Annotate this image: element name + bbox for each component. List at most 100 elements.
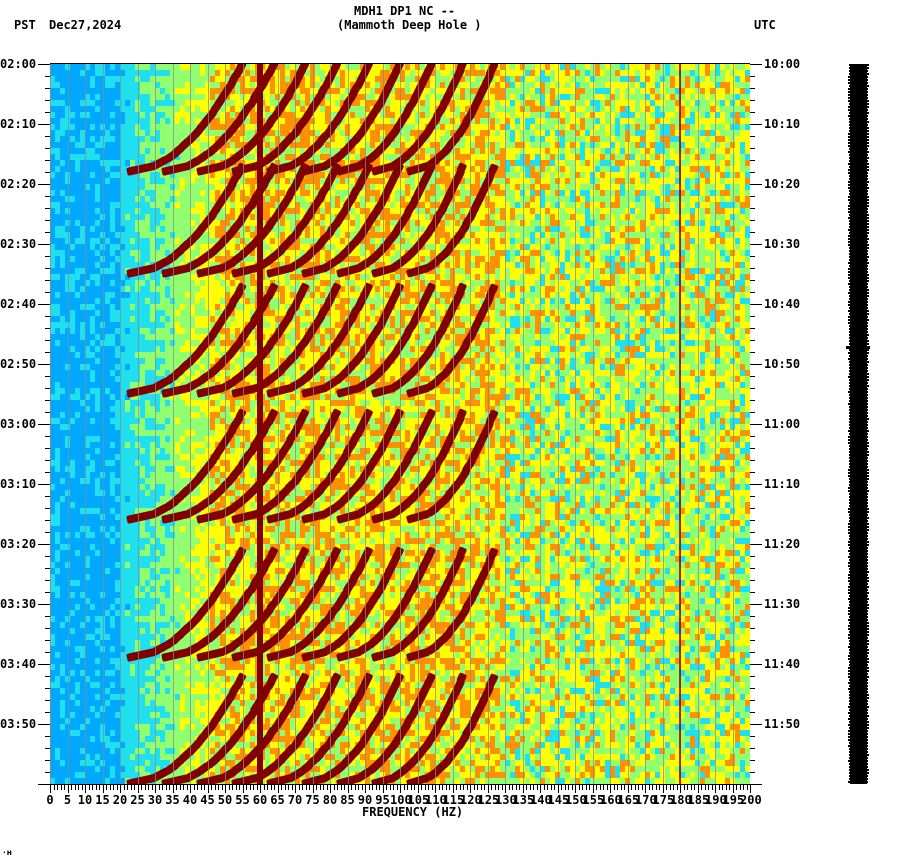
y-tick [750,652,755,653]
trace-jitter [848,523,869,525]
trace-jitter [848,529,869,531]
x-tick-label: 25 [130,793,145,807]
x-tick [277,784,279,793]
x-tick-label: 125 [477,793,500,807]
y-tick-label-left: 03:40 [0,657,37,671]
trace-jitter [848,136,869,138]
trace-jitter [848,733,868,735]
y-tick [45,196,50,197]
x-tick [407,784,408,790]
trace-jitter [849,484,868,486]
x-tick [372,784,373,790]
y-tick [45,736,50,737]
trace-jitter [849,328,868,330]
x-tick-label: 0 [46,793,54,807]
plot-top-frame [50,63,750,64]
x-tick [144,784,146,790]
trace-jitter [848,475,869,477]
x-tick [365,784,366,793]
x-tick [179,784,181,790]
x-tick [200,784,202,790]
trace-jitter [849,778,868,780]
y-tick [750,112,755,113]
x-tick [557,784,559,793]
grid-line [172,64,174,784]
y-tick-label-right: 10:40 [764,297,801,311]
grid-line [400,64,401,784]
x-tick [57,784,58,790]
trace-jitter [848,682,868,684]
grid-line [102,64,104,784]
trace-jitter [848,472,869,474]
trace-jitter [848,283,868,285]
station-title: MDH1 DP1 NC -- [354,4,456,18]
x-tick-label: 50 [217,793,233,807]
x-axis-baseline [50,784,750,785]
y-tick [750,316,755,317]
x-tick [585,784,587,790]
trace-jitter [848,301,868,303]
x-tick [186,784,188,790]
trace-jitter [849,742,868,744]
x-tick [746,784,748,790]
x-tick [50,784,51,793]
x-tick [624,784,625,790]
trace-jitter [848,781,868,783]
trace-jitter [849,70,868,72]
x-tick [148,784,149,790]
y-tick [750,328,755,329]
grid-line [155,64,156,784]
grid-line [592,64,594,784]
x-tick [382,784,384,793]
trace-jitter [848,619,868,621]
y-tick [45,760,50,761]
y-tick [750,628,755,629]
y-tick [38,364,50,365]
trace-jitter [848,244,869,246]
y-tick [750,100,755,101]
y-tick [45,448,50,449]
y-tick [45,316,50,317]
x-tick [522,784,524,793]
trace-jitter [849,337,868,339]
x-tick [137,784,139,793]
trace-jitter [849,412,868,414]
x-tick [459,784,461,790]
x-tick [410,784,412,790]
x-tick [141,784,142,790]
trace-jitter [849,157,869,159]
trace-jitter [849,460,868,462]
trace-jitter [848,625,869,627]
y-tick [38,124,50,125]
x-tick [736,784,737,790]
trace-jitter [848,310,869,312]
grid-line [277,64,279,784]
trace-jitter [848,610,868,612]
y-tick [45,208,50,209]
trace-jitter [849,286,868,288]
x-tick [470,784,471,793]
y-tick [750,688,755,689]
y-tick [750,592,755,593]
trace-spike [846,346,870,349]
y-tick [45,568,50,569]
trace-jitter [848,469,869,471]
x-tick [687,784,688,790]
trace-jitter [848,262,869,264]
y-tick [750,436,755,437]
y-tick [750,352,755,353]
trace-jitter [848,436,868,438]
trace-jitter [849,553,868,555]
x-tick [85,784,86,793]
trace-jitter [848,304,868,306]
y-tick [750,772,755,773]
trace-jitter [848,139,869,141]
y-tick [750,268,755,269]
y-tick [45,352,50,353]
trace-jitter [849,595,868,597]
y-tick-label-left: 03:00 [0,417,37,431]
trace-jitter [849,685,868,687]
trace-jitter [849,640,869,642]
x-tick [386,784,387,790]
trace-jitter [849,175,868,177]
